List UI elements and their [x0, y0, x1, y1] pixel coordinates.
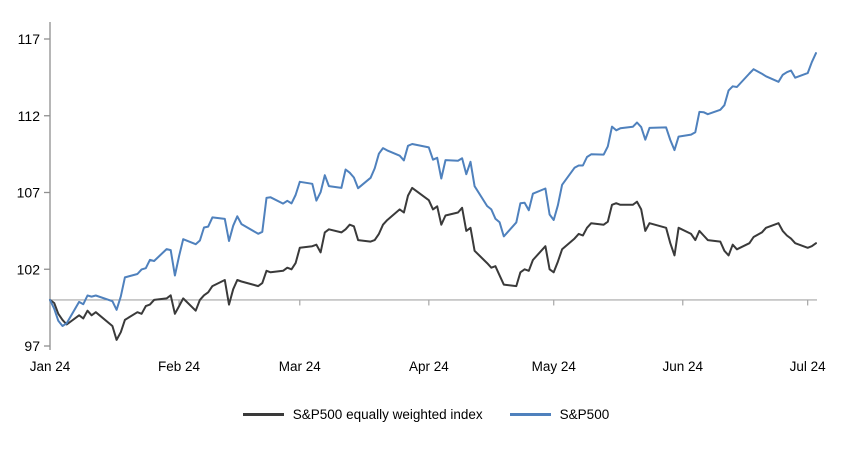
sp500-line-swatch	[509, 413, 551, 417]
legend-label-equal-weight: S&P500 equally weighted index	[292, 407, 483, 422]
equal-weight-series-line	[49, 186, 817, 341]
y-tick-label: 102	[17, 261, 41, 277]
x-tick-label: May 24	[532, 359, 577, 374]
y-tick-label: 97	[24, 338, 40, 354]
x-tick-label: Jul 24	[790, 359, 827, 374]
legend-label-sp500: S&P500	[559, 407, 610, 422]
x-tick-label: Jun 24	[663, 359, 704, 374]
equal-weight-line-swatch	[242, 413, 284, 417]
x-tick-label: Feb 24	[158, 359, 201, 374]
line-chart: 97 102 107 112 117 Jan 24 Feb 24 Mar 24 Apr 24 Ma…	[17, 22, 827, 374]
legend-item-sp500: S&P500	[509, 407, 610, 422]
y-tick-label: 112	[18, 108, 41, 124]
sp500-series-line	[49, 52, 817, 327]
y-tick-label: 107	[17, 185, 41, 201]
y-tick-label: 117	[18, 31, 41, 47]
x-tick-label: Jan 24	[30, 359, 71, 374]
x-tick-label: Apr 24	[409, 359, 449, 374]
legend-item-equal-weight: S&P500 equally weighted index	[242, 407, 483, 422]
x-tick-label: Mar 24	[279, 359, 322, 374]
chart-legend: S&P500 equally weighted index S&P500	[0, 408, 852, 422]
